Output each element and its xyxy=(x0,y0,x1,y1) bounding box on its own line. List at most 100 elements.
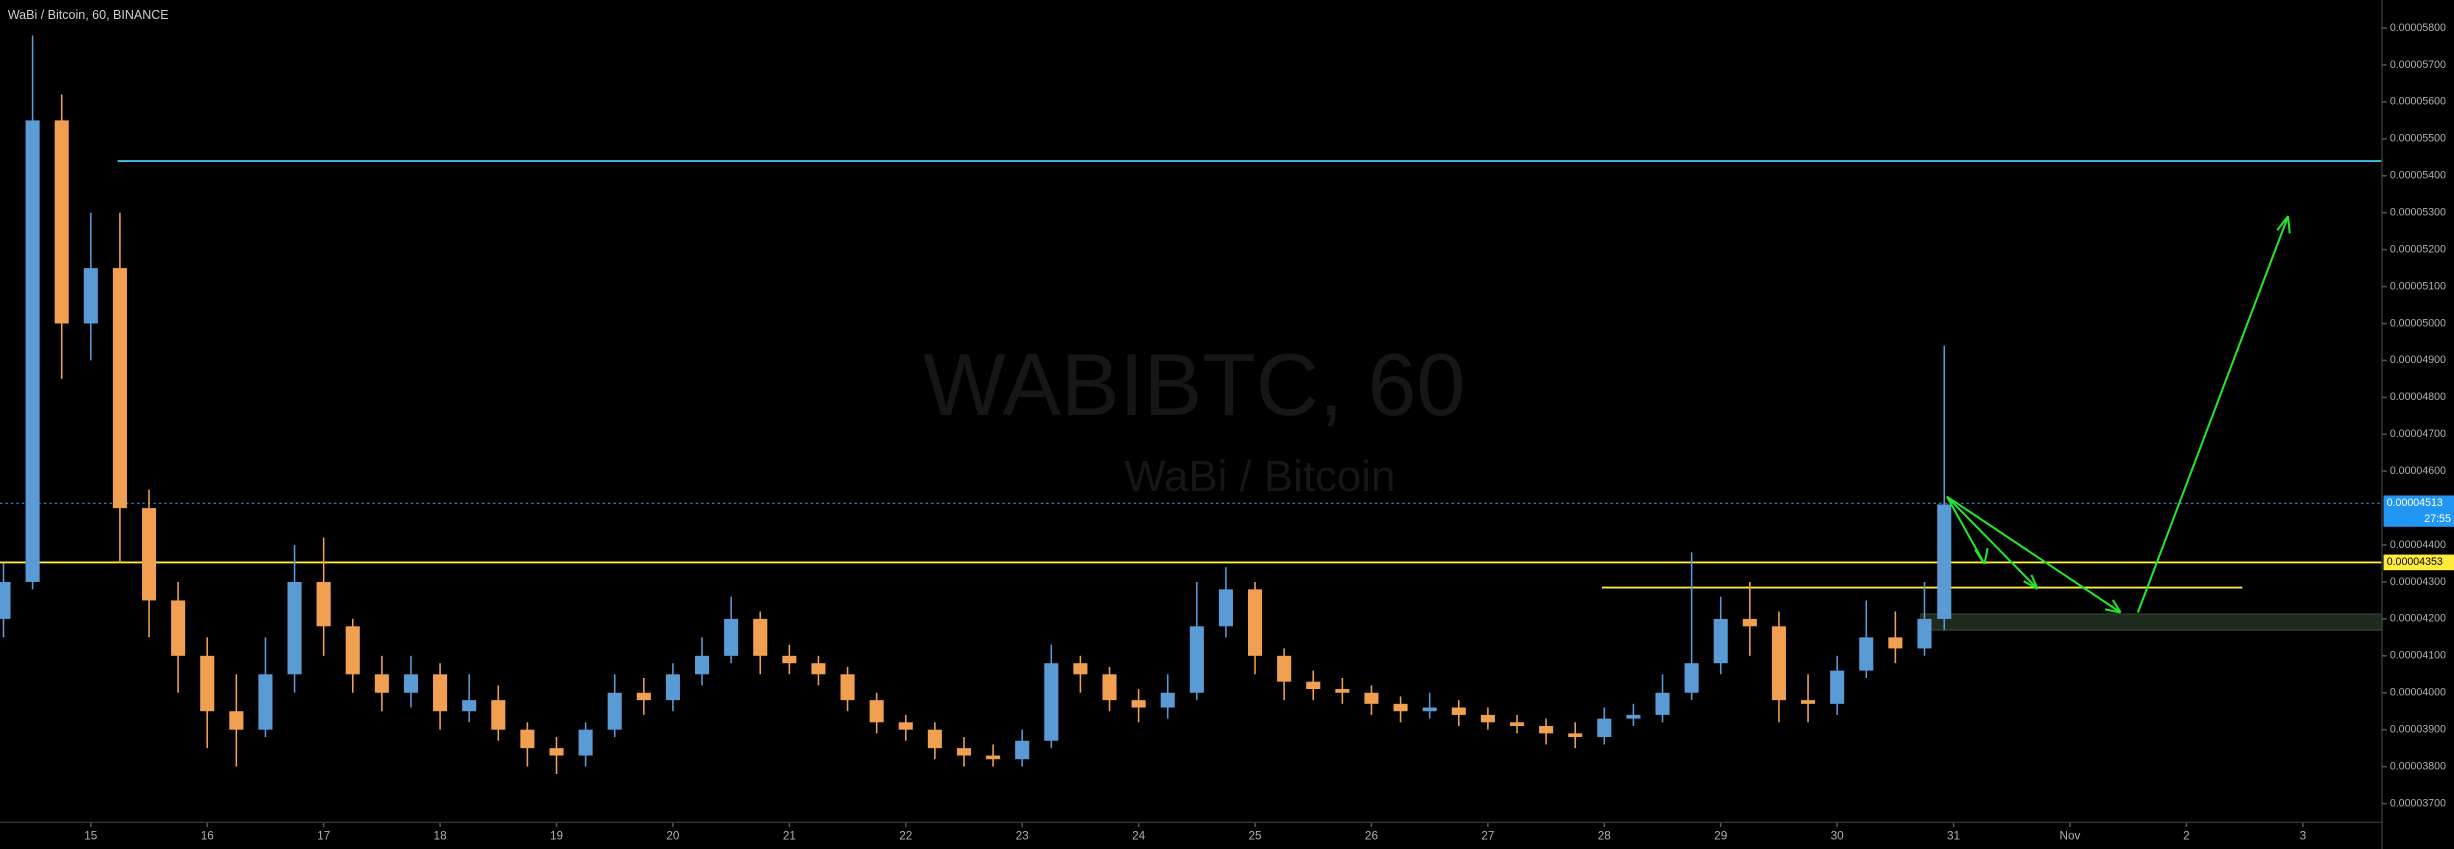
countdown: 27:55 xyxy=(2424,513,2451,525)
y-tick-label: 0.00004600 xyxy=(2390,465,2446,477)
price-axis: 0.00005800 0.00005700 0.00005600 0.00005500… xyxy=(2382,22,2454,809)
y-tick-label: 0.00003800 xyxy=(2390,760,2446,772)
candle-body xyxy=(1393,703,1408,712)
candle-body xyxy=(607,692,622,730)
candle-body xyxy=(1830,670,1845,704)
candle-body xyxy=(316,581,331,627)
candle-body xyxy=(869,700,884,723)
candle-body xyxy=(403,674,419,693)
x-tick-label: Nov xyxy=(2060,830,2081,843)
candle-body xyxy=(171,600,186,656)
x-tick-label: 19 xyxy=(550,830,563,843)
candle-body xyxy=(141,508,157,601)
y-tick-label: 0.00005700 xyxy=(2390,59,2446,71)
candle-body xyxy=(462,700,477,712)
candle-body xyxy=(1277,655,1292,682)
candle-body xyxy=(1364,692,1379,704)
candle-body xyxy=(898,722,913,730)
watermark-subtitle: WaBi / Bitcoin xyxy=(1124,452,1395,501)
candle-body xyxy=(1480,714,1495,723)
x-tick-label: 26 xyxy=(1365,830,1379,843)
candle-body xyxy=(1335,689,1350,693)
candle-body xyxy=(927,729,942,749)
candle-body xyxy=(724,618,739,656)
x-tick-label: 22 xyxy=(899,830,912,843)
candle-body xyxy=(1937,504,1952,619)
y-tick-label: 0.00003900 xyxy=(2390,723,2446,735)
candle-body xyxy=(665,674,680,701)
candle-body xyxy=(1539,725,1554,734)
candle-body xyxy=(1713,618,1728,664)
x-tick-label: 18 xyxy=(434,830,448,843)
candle-body xyxy=(345,626,360,675)
arrow xyxy=(1946,495,2122,614)
candle-body xyxy=(1044,663,1059,741)
candle-body xyxy=(433,674,448,712)
candle-body xyxy=(840,674,855,701)
arrow xyxy=(2136,215,2291,613)
candle-body xyxy=(1801,700,1816,704)
x-tick-label: 23 xyxy=(1016,830,1030,843)
candle-body xyxy=(83,268,98,324)
candle-body xyxy=(811,663,826,675)
candle-body xyxy=(287,581,302,675)
y-tick-label: 0.00005500 xyxy=(2390,133,2446,145)
y-tick-label: 0.00005300 xyxy=(2390,207,2446,219)
x-tick-label: 25 xyxy=(1249,830,1263,843)
candle-body xyxy=(1218,589,1233,627)
y-tick-label: 0.00005100 xyxy=(2390,280,2446,292)
x-tick-label: 3 xyxy=(2300,830,2307,843)
x-tick-label: 2 xyxy=(2183,830,2190,843)
x-tick-label: 30 xyxy=(1831,830,1845,843)
candle-body xyxy=(1917,618,1932,649)
chart-title: WaBi / Bitcoin, 60, BINANCE xyxy=(8,8,169,22)
candle-body xyxy=(1859,637,1874,671)
y-tick-label: 0.00005600 xyxy=(2390,96,2446,108)
y-tick-label: 0.00004300 xyxy=(2390,576,2446,588)
candle-body xyxy=(1626,714,1641,719)
candle-body xyxy=(520,729,535,749)
x-tick-label: 29 xyxy=(1714,830,1727,843)
candle-body xyxy=(258,674,273,730)
x-tick-label: 21 xyxy=(783,830,796,843)
candle-body xyxy=(1189,626,1204,693)
candle-body xyxy=(1306,681,1321,690)
candle-body xyxy=(1509,722,1525,726)
candle-body xyxy=(1102,674,1117,701)
x-tick-label: 28 xyxy=(1598,830,1612,843)
y-tick-label: 0.00004900 xyxy=(2390,354,2446,366)
candle-body xyxy=(1131,700,1146,708)
watermark: WABIBTC, 60 xyxy=(923,336,1465,434)
price-label: 0.00004353 xyxy=(2387,556,2443,568)
last-price-box xyxy=(2383,495,2454,527)
candle-body xyxy=(112,268,127,509)
x-tick-label: 17 xyxy=(317,830,330,843)
candle-body xyxy=(986,755,1001,760)
x-tick-label: 27 xyxy=(1481,830,1494,843)
y-tick-label: 0.00004000 xyxy=(2390,687,2446,699)
candle-body xyxy=(1015,740,1030,760)
y-tick-label: 0.00005400 xyxy=(2390,170,2446,182)
candle-body xyxy=(1160,692,1175,708)
y-tick-label: 0.00005800 xyxy=(2390,22,2446,34)
y-tick-label: 0.00004400 xyxy=(2390,539,2446,551)
candle-body xyxy=(1655,692,1670,715)
y-tick-label: 0.00004800 xyxy=(2390,391,2446,403)
candle-body xyxy=(1073,663,1088,675)
plot-layer: 15 16 17 18 19 20 21 22 23 24 25 26 27 28 29 30 31 Nov 2 3 xyxy=(0,35,2383,843)
candle-body xyxy=(1247,589,1263,656)
candle-body xyxy=(782,655,797,664)
y-tick-label: 0.00004100 xyxy=(2390,650,2446,662)
candle-body xyxy=(25,120,40,582)
candle-body xyxy=(1597,718,1612,738)
candle-body xyxy=(1451,707,1466,715)
candle-body xyxy=(1568,733,1583,738)
candle-body xyxy=(200,655,215,712)
zone xyxy=(1920,613,2383,631)
candle-body xyxy=(1771,626,1786,701)
candle-body xyxy=(0,581,11,619)
candle-body xyxy=(753,618,768,656)
arrow xyxy=(1946,496,1989,565)
